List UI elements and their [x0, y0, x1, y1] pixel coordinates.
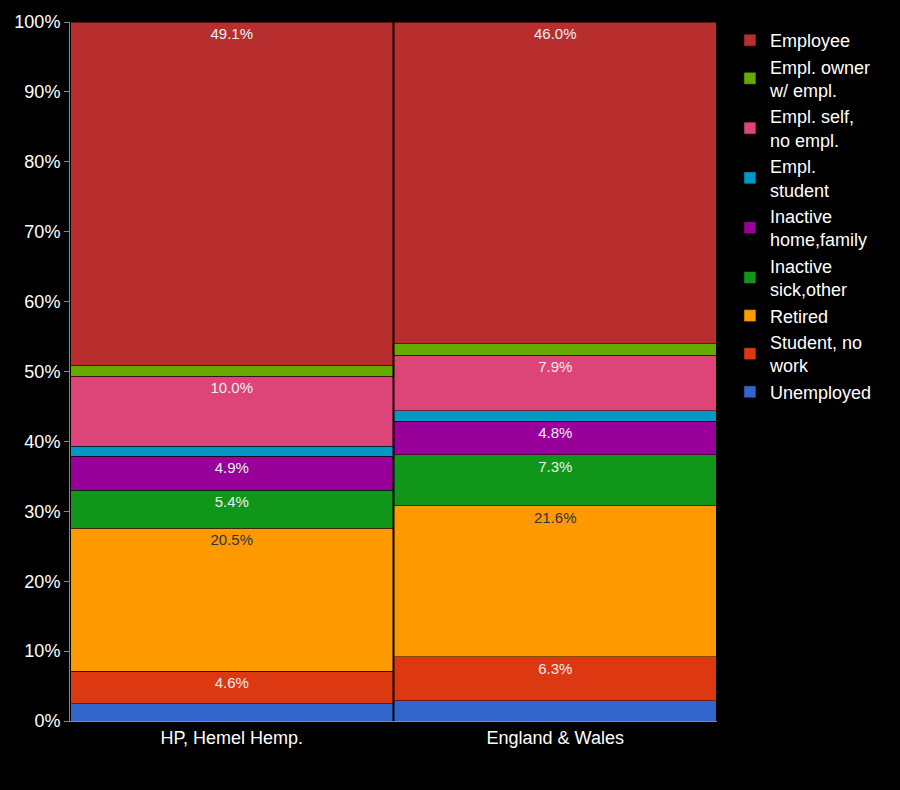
svg-text:10.0%: 10.0% [210, 379, 253, 396]
svg-text:50%: 50% [24, 362, 60, 382]
svg-text:Empl. self,no empl.: Empl. self,no empl. [770, 107, 854, 150]
svg-text:49.1%: 49.1% [210, 25, 253, 42]
svg-text:4.8%: 4.8% [538, 424, 572, 441]
svg-text:Student, nowork: Student, nowork [769, 333, 862, 376]
svg-text:England & Wales: England & Wales [487, 728, 624, 748]
svg-text:4.6%: 4.6% [215, 674, 249, 691]
svg-text:90%: 90% [24, 82, 60, 102]
svg-text:6.3%: 6.3% [538, 660, 572, 677]
svg-text:Employee: Employee [770, 31, 850, 51]
svg-text:0%: 0% [34, 711, 60, 731]
svg-text:Empl. ownerw/ empl.: Empl. ownerw/ empl. [769, 58, 870, 101]
svg-text:4.9%: 4.9% [215, 459, 249, 476]
svg-text:7.3%: 7.3% [538, 458, 572, 475]
svg-text:Inactivehome,family: Inactivehome,family [770, 207, 867, 250]
svg-text:70%: 70% [24, 222, 60, 242]
svg-text:21.6%: 21.6% [534, 509, 577, 526]
svg-text:30%: 30% [24, 502, 60, 522]
svg-text:10%: 10% [24, 641, 60, 661]
svg-text:HP, Hemel Hemp.: HP, Hemel Hemp. [160, 728, 303, 748]
svg-text:5.4%: 5.4% [215, 493, 249, 510]
svg-text:100%: 100% [14, 12, 60, 32]
svg-text:80%: 80% [24, 152, 60, 172]
svg-text:46.0%: 46.0% [534, 25, 577, 42]
svg-text:40%: 40% [24, 432, 60, 452]
svg-text:Unemployed: Unemployed [770, 383, 871, 403]
svg-text:20.5%: 20.5% [210, 531, 253, 548]
svg-text:Inactivesick,other: Inactivesick,other [770, 257, 847, 300]
svg-text:Empl.student: Empl.student [770, 157, 829, 200]
svg-text:60%: 60% [24, 292, 60, 312]
svg-text:20%: 20% [24, 572, 60, 592]
svg-text:7.9%: 7.9% [538, 358, 572, 375]
svg-text:Retired: Retired [770, 307, 828, 327]
